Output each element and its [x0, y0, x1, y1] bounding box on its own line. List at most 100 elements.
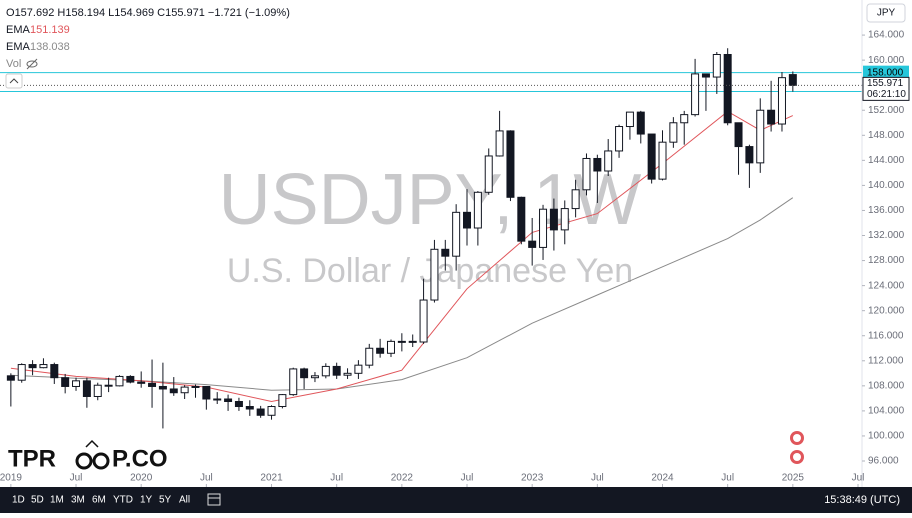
candle-body: [658, 141, 667, 180]
volume-legend: Vol: [6, 58, 21, 70]
date-range-button[interactable]: [207, 493, 221, 506]
currency-label: JPY: [877, 8, 896, 19]
candle-body: [560, 208, 569, 231]
candle-body: [788, 74, 797, 86]
countdown-label: 06:21:10: [867, 89, 906, 100]
candle-body: [256, 408, 265, 416]
candle-body: [148, 382, 157, 387]
visibility-icon[interactable]: [26, 58, 38, 70]
legend-prefix: L: [108, 7, 114, 19]
clock: 15:38:49 (UTC): [824, 494, 900, 506]
legend-prefix: H: [57, 7, 65, 19]
x-tick-label: 2025: [782, 473, 805, 484]
ema-legend-name: EMA: [6, 41, 31, 53]
range-button[interactable]: 1D: [12, 495, 25, 506]
candle-body: [289, 368, 298, 396]
x-tick-label: Jul: [200, 473, 213, 484]
candle-body: [169, 388, 178, 394]
candle-body: [669, 122, 678, 143]
candle-body: [93, 384, 102, 397]
candle-body: [104, 384, 113, 387]
candle-body: [386, 340, 395, 354]
candle-body: [691, 73, 700, 116]
last-price-label: 155.971: [867, 78, 904, 89]
candle-body: [734, 122, 743, 148]
x-tick-label: 2022: [391, 473, 414, 484]
y-tick-label: 120.000: [868, 305, 905, 316]
candle-body: [137, 381, 146, 384]
candle-body: [473, 191, 482, 229]
candle-body: [625, 111, 634, 128]
candle-body: [430, 248, 439, 301]
range-button[interactable]: 1Y: [140, 495, 153, 506]
range-button[interactable]: 6M: [92, 495, 106, 506]
candle-body: [441, 248, 450, 257]
candle-body: [528, 240, 537, 248]
candle-body: [571, 189, 580, 210]
candle-body: [680, 114, 689, 124]
candle-body: [267, 406, 276, 416]
candle-body: [495, 130, 504, 157]
x-tick-label: Jul: [721, 473, 734, 484]
candle-body: [234, 401, 243, 408]
candle-body: [28, 364, 37, 369]
candle-body: [245, 406, 254, 410]
candle-body: [419, 299, 428, 343]
logo-text: TPR: [8, 445, 56, 472]
time-axis: 2019 Jul 2020 Jul 2021 Jul 2022 Jul 2023 Jul 2024 J…: [0, 473, 864, 487]
x-tick-label: Jul: [70, 473, 83, 484]
candle-body: [712, 53, 721, 78]
x-tick-label: Jul: [852, 473, 865, 484]
event-flags[interactable]: [790, 431, 804, 464]
legend-close: 155.971: [165, 7, 205, 19]
candle-body: [126, 375, 135, 383]
candle-body: [158, 385, 167, 390]
candle-body: [354, 364, 363, 374]
candle-body: [365, 347, 374, 366]
currency-button[interactable]: JPY: [866, 3, 906, 23]
range-button[interactable]: 1M: [50, 495, 64, 506]
x-tick-label: Jul: [461, 473, 474, 484]
candle-body: [397, 340, 406, 343]
y-tick-label: 96.000: [868, 456, 899, 467]
range-button[interactable]: 3M: [71, 495, 85, 506]
y-tick-label: 140.000: [868, 180, 905, 191]
candle-body: [115, 375, 124, 387]
candle-body: [636, 111, 645, 135]
y-tick-label: 132.000: [868, 230, 905, 241]
candle-body: [593, 157, 602, 172]
legend-low: 154.969: [114, 7, 154, 19]
candle-body: [300, 368, 309, 379]
collapse-button[interactable]: [5, 73, 23, 89]
candle-body: [647, 133, 656, 180]
level-badge[interactable]: [863, 65, 909, 80]
watermark: USDJPY, 1W U.S. Dollar / Japanese Yen: [219, 160, 642, 290]
candle-body: [452, 211, 461, 257]
candle-body: [321, 365, 330, 377]
y-tick-label: 100.000: [868, 431, 905, 442]
candle-body: [615, 126, 624, 152]
candle-body: [343, 372, 352, 376]
candle-body: [484, 155, 493, 193]
watermark-title: USDJPY, 1W: [219, 160, 642, 240]
range-button[interactable]: 5Y: [159, 495, 172, 506]
candle-body: [701, 73, 710, 78]
ema-legend-value: 151.139: [30, 24, 70, 36]
candle-body: [549, 208, 558, 231]
candle-body: [278, 394, 287, 408]
candle-body: [376, 347, 385, 354]
y-tick-label: 152.000: [868, 105, 905, 116]
x-tick-label: Jul: [591, 473, 604, 484]
candle-body: [745, 146, 754, 164]
candle-body: [517, 196, 526, 242]
ohlc-legend: O157.692 H158.194 L154.969 C155.971 −1.7…: [6, 7, 290, 19]
price-axis: JPY 96.000 100.000 104.000 108.000 112.000 11…: [861, 0, 912, 487]
range-button[interactable]: 5D: [31, 495, 44, 506]
y-tick-label: 128.000: [868, 255, 905, 266]
x-tick-label: 2021: [260, 473, 283, 484]
range-button[interactable]: YTD: [113, 495, 133, 506]
y-tick-label: 112.000: [868, 355, 904, 366]
candle-body: [202, 385, 211, 400]
range-button[interactable]: All: [179, 495, 190, 506]
